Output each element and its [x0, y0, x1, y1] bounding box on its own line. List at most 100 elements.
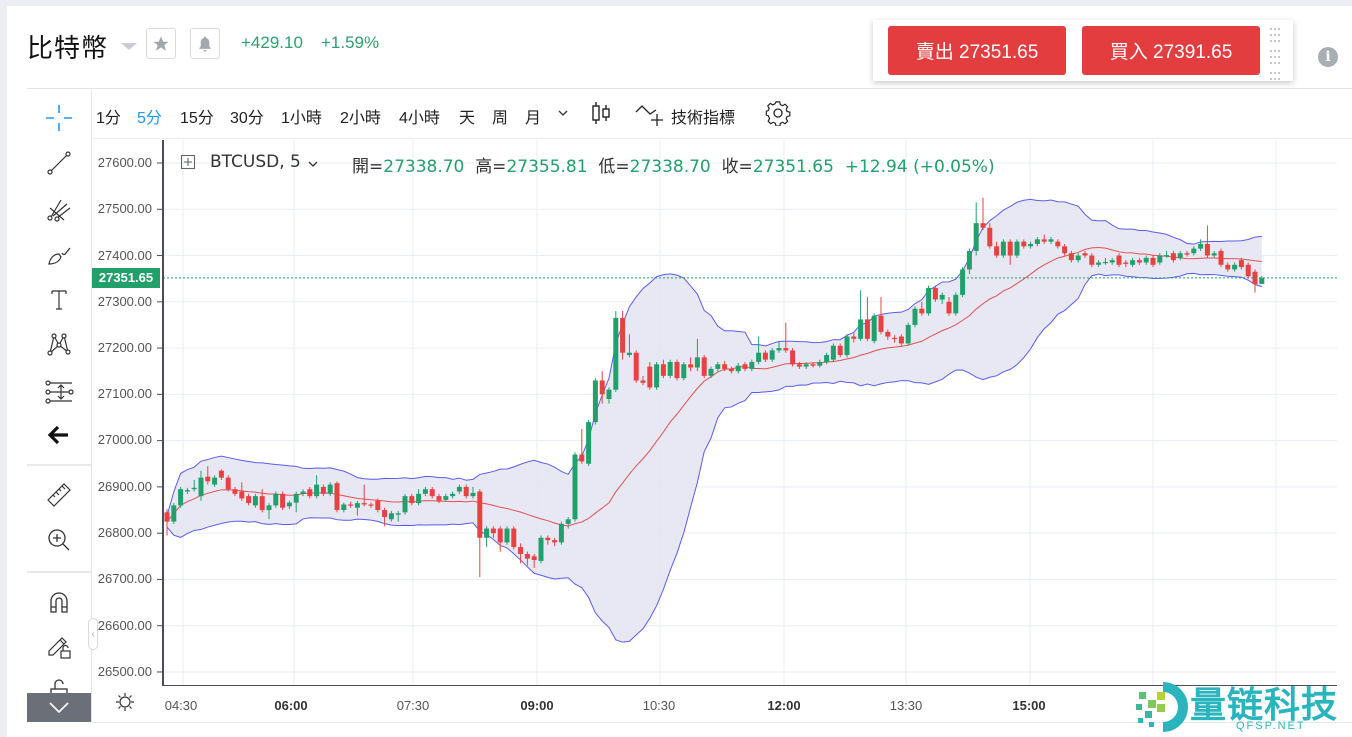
- arrow-left-icon: [47, 425, 68, 445]
- timeframe-30m[interactable]: 30分: [230, 110, 264, 127]
- change-absolute: +429.10: [241, 33, 303, 52]
- y-tick: 27300.00: [97, 294, 152, 309]
- back-tool[interactable]: [43, 419, 75, 451]
- x-tick: 12:00: [767, 698, 801, 713]
- brush-tool[interactable]: [43, 240, 75, 272]
- timeframe-week[interactable]: 周: [492, 110, 509, 127]
- trade-panel: 賣出 27351.65 買入 27391.65: [873, 20, 1293, 81]
- open-label: 開=: [352, 157, 384, 177]
- low-value: 27338.70: [629, 157, 711, 177]
- text-icon: [51, 290, 67, 310]
- instrument-dropdown-caret-icon[interactable]: [121, 43, 137, 50]
- drawing-toolbar: [27, 90, 92, 722]
- y-tick: 27000.00: [97, 432, 152, 447]
- info-icon[interactable]: i: [1318, 47, 1338, 67]
- drag-handle-icon[interactable]: [1270, 28, 1282, 80]
- timeframe-1h[interactable]: 1小時: [281, 110, 322, 127]
- y-tick: 26500.00: [97, 664, 152, 679]
- legend-change: +12.94 (+0.05%): [844, 157, 995, 177]
- y-tick: 27200.00: [97, 340, 152, 355]
- chart-type-button[interactable]: [590, 100, 612, 131]
- header-divider: [27, 88, 1352, 89]
- zoom-in-tool[interactable]: [43, 524, 75, 556]
- toolbar-divider: [92, 138, 1352, 139]
- legend-symbol[interactable]: BTCUSD, 5: [210, 152, 301, 172]
- timeframe-15m[interactable]: 15分: [180, 110, 214, 127]
- x-tick: 10:30: [642, 698, 676, 713]
- legend-collapse-button[interactable]: [180, 154, 196, 175]
- open-value: 27338.70: [383, 157, 465, 177]
- timeframe-4h[interactable]: 4小時: [399, 110, 440, 127]
- x-tick: 06:00: [274, 698, 308, 713]
- y-tick: 26900.00: [97, 479, 152, 494]
- chart-bottom-border: [92, 722, 1352, 723]
- magnet-tool[interactable]: [43, 586, 75, 618]
- x-tick: 04:30: [164, 698, 198, 713]
- pattern-tool[interactable]: [43, 329, 75, 361]
- y-tick: 26700.00: [97, 571, 152, 586]
- sell-button[interactable]: 賣出 27351.65: [888, 26, 1066, 75]
- fib-fan-icon: [47, 199, 71, 222]
- timeframe-more-button[interactable]: [557, 106, 569, 124]
- ruler-tool[interactable]: [43, 479, 75, 511]
- indicators-icon: [635, 105, 663, 126]
- buy-button[interactable]: 買入 27391.65: [1082, 26, 1260, 75]
- lock-drawings-tool[interactable]: [43, 629, 75, 661]
- zoom-in-icon: [48, 529, 70, 551]
- trend-line-tool[interactable]: [43, 147, 75, 179]
- sun-settings-icon: [116, 693, 134, 711]
- tool-divider: [27, 464, 91, 466]
- crosshair-icon: [46, 105, 72, 131]
- watermark-url: QFSP.NET: [1236, 720, 1306, 732]
- fib-tool[interactable]: [43, 194, 75, 226]
- measure-range-tool[interactable]: [43, 376, 75, 408]
- close-label: 收=: [721, 157, 753, 177]
- y-tick: 27100.00: [97, 386, 152, 401]
- pattern-icon: [47, 333, 71, 356]
- y-tick: 27400.00: [97, 248, 152, 263]
- timeframe-5m[interactable]: 5分: [137, 110, 162, 127]
- brush-icon: [48, 247, 71, 265]
- x-tick: 15:00: [1012, 698, 1046, 713]
- gear-icon: [765, 101, 791, 127]
- low-label: 低=: [598, 157, 630, 177]
- y-tick: 27600.00: [97, 155, 152, 170]
- price-chart[interactable]: [92, 140, 1352, 686]
- trend-line-icon: [47, 151, 71, 175]
- candlestick-icon: [592, 102, 610, 124]
- plus-square-icon: [180, 154, 196, 170]
- high-label: 高=: [475, 157, 507, 177]
- collapse-toolbar-handle[interactable]: ‹: [88, 618, 98, 650]
- chart-properties-button[interactable]: [115, 692, 135, 717]
- last-price-tag: 27351.65: [92, 268, 160, 288]
- indicators-button[interactable]: [635, 100, 665, 133]
- text-tool[interactable]: [43, 284, 75, 316]
- x-tick: 07:30: [396, 698, 430, 713]
- timeframe-1m[interactable]: 1分: [96, 110, 121, 127]
- timeframe-month[interactable]: 月: [525, 110, 542, 127]
- watermark-logo-icon: [1136, 682, 1188, 732]
- favorite-button[interactable]: [146, 28, 176, 59]
- more-tools-button[interactable]: [27, 693, 91, 722]
- instrument-title: 比特幣: [27, 33, 109, 63]
- ruler-icon: [47, 483, 71, 507]
- chevron-down-icon: [49, 701, 69, 713]
- x-tick: 09:00: [520, 698, 554, 713]
- chevron-down-icon: [558, 110, 568, 116]
- y-tick: 26800.00: [97, 525, 152, 540]
- bell-icon: [199, 36, 211, 51]
- close-value: 27351.65: [752, 157, 834, 177]
- symbol-dropdown[interactable]: [307, 157, 319, 175]
- crosshair-tool[interactable]: [43, 102, 75, 134]
- pencil-lock-icon: [48, 637, 71, 659]
- change-percent: +1.59%: [321, 33, 380, 52]
- timeframe-day[interactable]: 天: [459, 110, 476, 127]
- legend-ohlc: 開=27338.70 高=27355.81 低=27338.70 收=27351…: [352, 152, 995, 177]
- y-tick: 27500.00: [97, 201, 152, 216]
- timeframe-2h[interactable]: 2小時: [340, 110, 381, 127]
- watermark-name: 量链科技: [1190, 684, 1339, 725]
- y-tick: 26600.00: [97, 618, 152, 633]
- alert-button[interactable]: [190, 28, 220, 59]
- indicators-label[interactable]: 技術指標: [671, 110, 736, 127]
- settings-button[interactable]: [765, 100, 791, 131]
